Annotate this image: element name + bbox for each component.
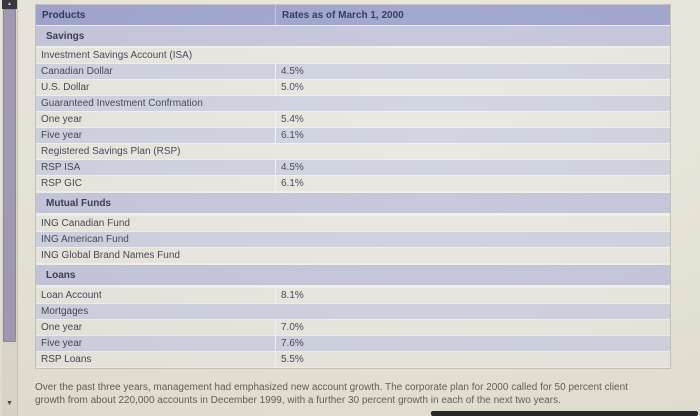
table-row: Five year 7.6% xyxy=(36,336,670,351)
table-row: RSP ISA 4.5% xyxy=(36,160,670,175)
rates-column-header: Rates as of March 1, 2000 xyxy=(275,5,670,25)
table-row: Registered Savings Plan (RSP) xyxy=(36,144,670,159)
product-cell: Five year xyxy=(41,338,83,349)
table-row: Mortgages xyxy=(36,304,670,319)
product-cell: RSP Loans xyxy=(41,354,92,365)
rate-cell: 6.1% xyxy=(275,128,670,143)
rate-cell: 5.4% xyxy=(275,112,670,127)
product-cell: ING Canadian Fund xyxy=(41,218,130,229)
scroll-down-icon[interactable]: ▼ xyxy=(6,400,13,407)
table-row: ING Global Brand Names Fund xyxy=(36,248,670,263)
product-cell: RSP GIC xyxy=(41,178,82,189)
table-row: RSP Loans 5.5% xyxy=(36,352,670,367)
product-cell: Canadian Dollar xyxy=(41,66,113,77)
rate-cell: 5.5% xyxy=(275,352,670,367)
table-row: ING American Fund xyxy=(36,232,670,247)
product-cell: Guaranteed Investment Confrmation xyxy=(41,98,203,109)
rates-table: Products Rates as of March 1, 2000 Savin… xyxy=(35,4,671,369)
section-header-savings: Savings xyxy=(36,26,670,46)
savings-rows: Investment Savings Account (ISA) Canadia… xyxy=(36,48,670,191)
section-header-loans: Loans xyxy=(36,265,670,285)
table-row: ING Canadian Fund xyxy=(36,216,670,231)
table-row: RSP GIC 6.1% xyxy=(36,176,670,191)
mutual-funds-rows: ING Canadian Fund ING American Fund ING … xyxy=(36,216,670,263)
scrollbar-thumb[interactable] xyxy=(3,9,16,342)
product-cell: Investment Savings Account (ISA) xyxy=(41,50,193,61)
table-row: Guaranteed Investment Confrmation xyxy=(36,96,670,111)
rate-cell: 5.0% xyxy=(275,80,670,95)
product-cell: Mortgages xyxy=(41,306,89,317)
rate-cell: 8.1% xyxy=(275,288,670,303)
table-header-row: Products Rates as of March 1, 2000 xyxy=(36,5,670,25)
rate-cell: 7.6% xyxy=(275,336,670,351)
loans-rows: Loan Account 8.1% Mortgages One year 7.0… xyxy=(36,288,670,367)
products-column-header: Products xyxy=(42,9,86,21)
rate-cell: 6.1% xyxy=(275,176,670,191)
product-cell: Five year xyxy=(41,130,83,141)
table-row: U.S. Dollar 5.0% xyxy=(36,80,670,95)
product-cell: ING American Fund xyxy=(41,234,129,245)
product-cell: U.S. Dollar xyxy=(41,82,90,93)
table-row: Loan Account 8.1% xyxy=(36,288,670,303)
product-cell: Loan Account xyxy=(41,290,102,301)
product-cell: ING Global Brand Names Fund xyxy=(41,250,180,261)
rate-cell: 7.0% xyxy=(275,320,670,335)
product-cell: RSP ISA xyxy=(41,162,81,173)
bottom-dark-bar xyxy=(431,411,698,416)
scroll-up-icon[interactable]: ▲ xyxy=(2,0,17,9)
table-row: One year 5.4% xyxy=(36,112,670,127)
product-cell: Registered Savings Plan (RSP) xyxy=(41,146,181,157)
table-row: Canadian Dollar 4.5% xyxy=(36,64,670,79)
vertical-scrollbar[interactable]: ▲ ▼ xyxy=(2,0,18,416)
product-cell: One year xyxy=(41,114,83,125)
section-header-mutual-funds: Mutual Funds xyxy=(36,193,670,213)
body-paragraph: Over the past three years, management ha… xyxy=(35,382,628,406)
table-row: Five year 6.1% xyxy=(36,128,670,143)
table-row: Investment Savings Account (ISA) xyxy=(36,48,670,63)
table-row: One year 7.0% xyxy=(36,320,670,335)
rate-cell: 4.5% xyxy=(275,64,670,79)
rate-cell: 4.5% xyxy=(275,160,670,175)
product-cell: One year xyxy=(41,322,83,333)
